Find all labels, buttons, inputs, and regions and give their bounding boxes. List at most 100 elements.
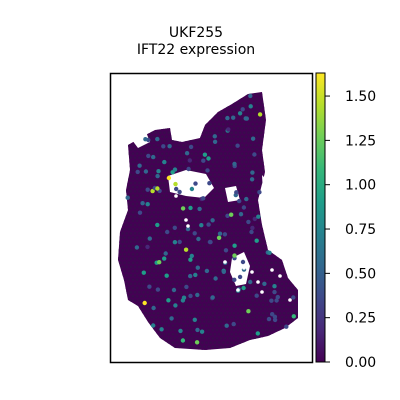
- tissue-spot: [304, 295, 307, 298]
- tissue-spot: [284, 156, 288, 160]
- tissue-spot: [232, 345, 236, 349]
- tissue-spot: [219, 135, 223, 139]
- tissue-spot: [282, 328, 286, 332]
- empty-spot: [288, 298, 292, 302]
- tissue-spot: [171, 223, 175, 227]
- tissue-spot: [219, 244, 223, 248]
- tissue-spot: [118, 336, 122, 340]
- tissue-spot: [270, 135, 274, 139]
- tissue-spot: [270, 143, 274, 147]
- tissue-spot: [249, 354, 252, 357]
- tissue-spot: [184, 92, 187, 93]
- tissue-spot: [146, 114, 150, 118]
- tissue-spot: [139, 101, 143, 105]
- tissue-spot: [213, 156, 217, 160]
- tissue-spot: [284, 282, 288, 286]
- tissue-spot: [181, 160, 185, 164]
- tissue-spot: [272, 265, 276, 269]
- tissue-spot: [175, 114, 179, 118]
- tissue-spot: [139, 118, 143, 122]
- tissue-spot: [205, 81, 208, 84]
- tissue-spot: [244, 110, 248, 114]
- tissue-spot: [163, 164, 166, 168]
- tissue-spot: [139, 252, 143, 256]
- tissue-spot: [184, 114, 187, 118]
- tissue-spot: [184, 97, 187, 101]
- tissue-spot: [259, 299, 263, 303]
- tissue-spot: [274, 177, 278, 181]
- tissue-spot: [302, 266, 305, 269]
- tissue-spot: [289, 223, 292, 227]
- tissue-spot: [118, 349, 120, 350]
- tissue-spot: [289, 231, 292, 235]
- tissue-spot: [194, 336, 198, 340]
- tissue-spot: [160, 252, 164, 256]
- tissue-spot: [223, 101, 227, 105]
- tissue-spot: [308, 345, 311, 348]
- tissue-spot: [198, 227, 202, 231]
- tissue-spot: [129, 324, 133, 328]
- tissue-spot: [175, 324, 179, 328]
- tissue-spot: [232, 354, 235, 357]
- tissue-spot: [142, 164, 145, 168]
- tissue-spot: [300, 253, 303, 256]
- tissue-spot: [150, 122, 154, 126]
- tissue-spot: [202, 93, 206, 97]
- tissue-spot: [265, 152, 269, 156]
- tissue-spot: [272, 105, 276, 109]
- tissue-spot: [223, 152, 227, 156]
- tissue-spot: [304, 329, 307, 332]
- tissue-spot: [278, 143, 282, 147]
- tissue-spot: [280, 265, 284, 269]
- tissue-spot: [247, 122, 250, 126]
- tissue-spot: [192, 248, 196, 252]
- tissue-spot: [209, 265, 213, 269]
- tissue-spot: [306, 308, 309, 311]
- expression-spot: [246, 219, 251, 225]
- tissue-spot: [207, 303, 211, 307]
- tissue-spot: [304, 287, 307, 290]
- tissue-spot: [217, 223, 221, 227]
- tissue-spot: [243, 81, 246, 84]
- tissue-spot: [188, 198, 192, 202]
- expression-spot: [255, 331, 260, 336]
- tissue-spot: [253, 77, 256, 80]
- tissue-spot: [144, 118, 148, 122]
- tissue-spot: [280, 173, 284, 177]
- tissue-spot: [260, 81, 263, 84]
- tissue-spot: [163, 265, 166, 269]
- tissue-spot: [253, 269, 257, 273]
- tissue-spot: [152, 328, 156, 332]
- tissue-spot: [215, 320, 219, 324]
- tissue-spot: [251, 206, 255, 210]
- tissue-spot: [207, 118, 211, 122]
- tissue-spot: [274, 126, 278, 130]
- tissue-spot: [198, 278, 202, 282]
- tissue-spot: [282, 160, 286, 164]
- tissue-spot: [160, 278, 164, 282]
- tissue-spot: [139, 303, 143, 307]
- tissue-spot: [300, 110, 303, 113]
- tissue-spot: [209, 164, 213, 168]
- tissue-spot: [198, 345, 202, 349]
- tissue-spot: [167, 156, 171, 160]
- tissue-spot: [118, 118, 122, 122]
- tissue-spot: [244, 202, 248, 206]
- tissue-spot: [270, 354, 273, 357]
- tissue-spot: [133, 240, 137, 244]
- tissue-spot: [219, 110, 223, 114]
- tissue-spot: [188, 92, 192, 93]
- tissue-spot: [223, 328, 227, 332]
- tissue-spot: [192, 122, 196, 126]
- tissue-spot: [146, 273, 150, 277]
- tissue-spot: [131, 101, 135, 105]
- tissue-spot: [251, 92, 255, 93]
- tissue-spot: [165, 194, 169, 198]
- tissue-spot: [144, 101, 148, 105]
- colorbar-tick-label: 0.50: [345, 266, 376, 282]
- tissue-spot: [230, 156, 234, 160]
- tissue-spot: [179, 315, 183, 319]
- tissue-spot: [211, 101, 215, 105]
- tissue-spot: [137, 290, 141, 294]
- tissue-spot: [255, 315, 259, 319]
